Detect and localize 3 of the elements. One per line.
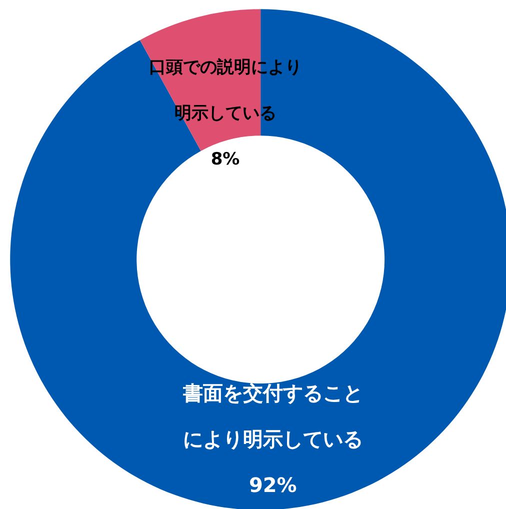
data-label: 8% bbox=[210, 149, 240, 170]
data-label: 92% bbox=[248, 472, 297, 497]
slice-label: 書面を交付することにより明示している bbox=[182, 380, 363, 451]
